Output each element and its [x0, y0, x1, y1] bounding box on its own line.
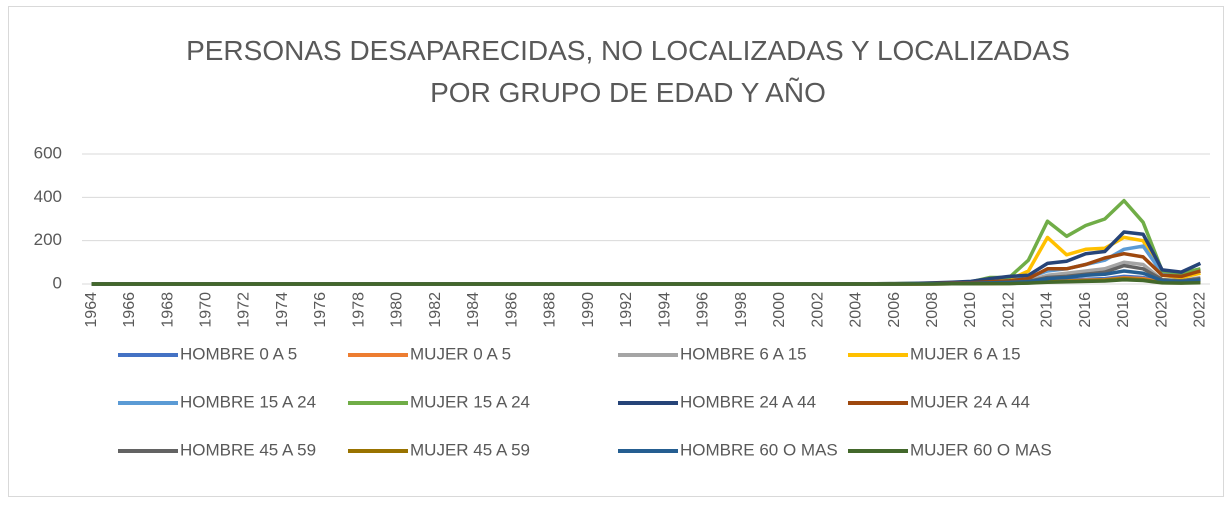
legend-label: MUJER 15 A 24 — [410, 392, 530, 411]
x-tick-label: 2010 — [962, 292, 979, 328]
x-tick-label: 1996 — [695, 292, 712, 328]
legend-label: MUJER 6 A 15 — [910, 344, 1021, 363]
legend-label: HOMBRE 15 A 24 — [180, 392, 316, 411]
x-tick-label: 1972 — [236, 292, 253, 328]
legend-label: HOMBRE 6 A 15 — [680, 344, 807, 363]
x-tick-label: 2002 — [809, 292, 826, 328]
chart-frame — [8, 6, 1224, 497]
x-tick-label: 2006 — [886, 292, 903, 328]
chart-title: POR GRUPO DE EDAD Y AÑO — [430, 77, 826, 108]
y-tick-label: 400 — [34, 187, 62, 206]
x-tick-label: 2008 — [924, 292, 941, 328]
legend-label: HOMBRE 60 O MAS — [680, 440, 838, 459]
y-tick-label: 0 — [53, 273, 62, 292]
x-tick-label: 2016 — [1077, 292, 1094, 328]
x-tick-label: 1986 — [503, 292, 520, 328]
y-tick-label: 200 — [34, 230, 62, 249]
x-tick-label: 1966 — [121, 292, 138, 328]
x-tick-label: 1990 — [580, 292, 597, 328]
x-tick-label: 2012 — [1000, 292, 1017, 328]
x-tick-label: 1978 — [350, 292, 367, 328]
x-tick-label: 1984 — [465, 292, 482, 328]
x-tick-label: 1974 — [274, 292, 291, 328]
x-tick-label: 1968 — [159, 292, 176, 328]
x-tick-label: 2014 — [1039, 292, 1056, 328]
x-tick-label: 2018 — [1115, 292, 1132, 328]
x-tick-label: 1998 — [733, 292, 750, 328]
x-tick-label: 1970 — [197, 292, 214, 328]
legend-label: MUJER 24 A 44 — [910, 392, 1030, 411]
x-tick-label: 1994 — [656, 292, 673, 328]
x-tick-label: 1992 — [618, 292, 635, 328]
legend-label: MUJER 0 A 5 — [410, 344, 511, 363]
legend-label: MUJER 60 O MAS — [910, 440, 1052, 459]
y-tick-label: 600 — [34, 143, 62, 162]
legend-label: MUJER 45 A 59 — [410, 440, 530, 459]
x-tick-label: 1980 — [389, 292, 406, 328]
chart-title: PERSONAS DESAPARECIDAS, NO LOCALIZADAS Y… — [186, 35, 1070, 66]
x-tick-label: 2004 — [848, 292, 865, 328]
x-tick-label: 2022 — [1192, 292, 1209, 328]
x-tick-label: 1976 — [312, 292, 329, 328]
series-line — [91, 277, 1201, 286]
legend-label: HOMBRE 45 A 59 — [180, 440, 316, 459]
x-tick-label: 1964 — [83, 292, 100, 328]
legend-label: HOMBRE 0 A 5 — [180, 344, 297, 363]
x-tick-label: 1988 — [542, 292, 559, 328]
x-tick-label: 1982 — [427, 292, 444, 328]
x-tick-label: 2000 — [771, 292, 788, 328]
legend-label: HOMBRE 24 A 44 — [680, 392, 816, 411]
x-tick-label: 2020 — [1153, 292, 1170, 328]
